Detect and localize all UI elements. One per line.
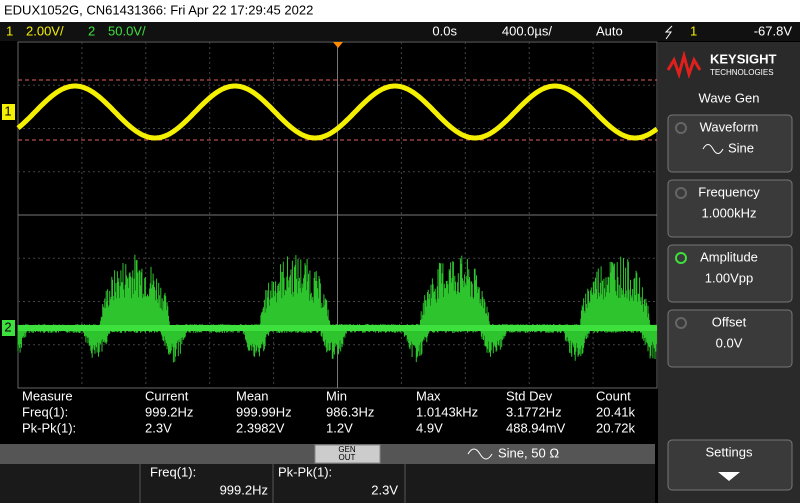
softkey-value: 0.0V [716,335,743,350]
meas-cell: 3.1772Hz [506,404,562,419]
softkey-label: Frequency [698,184,760,199]
meas-cell: 986.3Hz [326,404,374,419]
softkey[interactable] [667,244,793,303]
gen-label: GEN [338,445,356,454]
sine-icon [702,144,724,154]
brand: KEYSIGHT [710,51,777,66]
wavegen-status: Sine, 50 Ω [498,445,559,460]
quick-meas-value: 2.3V [371,482,398,497]
ch1-trace [16,83,659,141]
softkey-label: Settings [706,444,753,459]
header-title: EDUX1052G, CN61431366: Fri Apr 22 17:29:… [4,2,313,17]
softkey-knob-icon [675,187,687,199]
trigger-marker [333,42,343,48]
meas-cell: 488.94mV [506,420,566,435]
ch1-marker: 1 [4,103,11,118]
measurement-table: Measure Current Mean Min Max Std Dev Count Freq… [22,388,636,435]
meas-header: Std Dev [506,388,553,403]
ch1-scale: 2.00V/ [26,23,64,38]
ch2-label: 2 [88,23,95,38]
settings-softkey[interactable] [667,439,793,491]
meas-header: Mean [236,388,269,403]
brand-sub: TECHNOLOGIES [710,68,774,77]
meas-cell: 20.72k [596,420,636,435]
meas-header: Min [326,388,347,403]
softkey-knob-icon [675,317,687,329]
menu-title: Wave Gen [699,90,760,105]
time-delay: 0.0s [432,23,457,38]
meas-cell: 999.2Hz [145,404,193,419]
softkey-label: Waveform [700,119,759,134]
ch1-label: 1 [6,23,13,38]
softkey-knob-icon [675,122,687,134]
meas-cell: 20.41k [596,404,636,419]
logo [666,50,702,79]
meas-header: Measure [22,388,73,403]
trigger-level: -67.8V [754,23,793,38]
ch2-baseline [18,325,657,331]
trigger-mode: Auto [596,23,623,38]
softkey-knob-icon [675,252,687,264]
meas-cell: 1.2V [326,420,353,435]
meas-cell: 1.0143kHz [416,404,478,419]
meas-header: Current [145,388,189,403]
softkey[interactable] [667,309,793,368]
softkey-value: Sine [728,140,754,155]
header-bar [0,0,800,22]
meas-cell: Pk-Pk(1): [22,420,76,435]
meas-header: Count [596,388,631,403]
quick-meas-label: Freq(1): [150,464,196,479]
trigger-icon [664,25,673,40]
softkey[interactable] [667,114,793,173]
softkey[interactable] [667,179,793,238]
softkey-label: Offset [712,314,747,329]
softkey-value: 1.000kHz [702,205,757,220]
gen-out-button[interactable] [314,444,381,464]
meas-header: Max [416,388,441,403]
meas-cell: 999.99Hz [236,404,292,419]
softkey-label: Amplitude [700,249,758,264]
meas-cell: 2.3982V [236,420,285,435]
quick-meas-label: Pk-Pk(1): [278,464,332,479]
softkey-value: 1.00Vpp [705,270,753,285]
ch2-marker: 2 [4,319,11,334]
meas-cell: Freq(1): [22,404,68,419]
quick-meas-value: 999.2Hz [220,482,268,497]
time-scale: 400.0µs/ [502,23,553,38]
out-label: OUT [339,453,356,462]
trigger-source: 1 [690,23,697,38]
meas-cell: 2.3V [145,420,172,435]
meas-cell: 4.9V [416,420,443,435]
ch2-scale: 50.0V/ [108,23,146,38]
